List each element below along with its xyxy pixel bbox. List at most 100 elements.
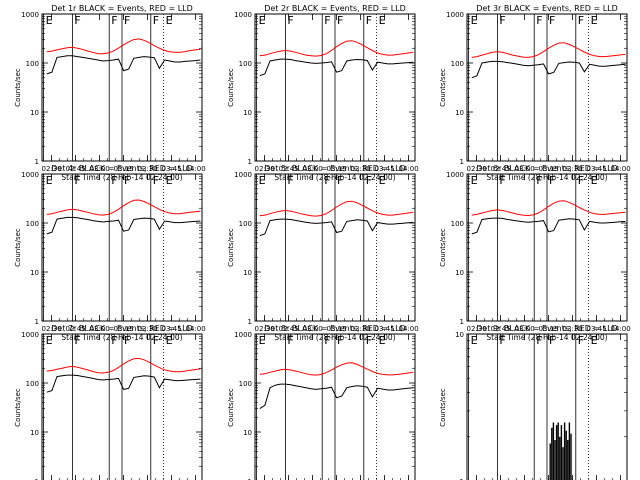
x-tick-label: 02:45 xyxy=(279,165,299,173)
marker-label: E xyxy=(591,334,598,347)
y-axis-label: Counts/sec xyxy=(227,228,235,267)
y-tick-label: 1 xyxy=(248,478,252,480)
y-axis-label: Counts/sec xyxy=(439,68,447,107)
x-tick-label: 04:00 xyxy=(399,165,419,173)
panel-title: Det 1r BLACK = Events, RED = LLD xyxy=(51,4,193,13)
x-tick-label: 02:30 xyxy=(467,325,487,333)
series-line xyxy=(259,200,414,217)
marker-label: F xyxy=(337,174,343,187)
marker-label: F xyxy=(111,174,117,187)
y-tick-label: 1000 xyxy=(234,171,252,179)
y-tick-label: 1 xyxy=(35,478,39,480)
x-tick-label: 02:30 xyxy=(42,325,62,333)
x-tick-label: 03:15 xyxy=(114,325,134,333)
marker-label: F xyxy=(578,334,584,347)
plot-frame xyxy=(254,13,416,162)
marker-label: E xyxy=(46,174,53,187)
y-tick-label: 100 xyxy=(239,380,252,388)
marker-label: E xyxy=(46,14,53,27)
y-axis-label: Counts/sec xyxy=(14,388,22,427)
series-line xyxy=(471,200,626,217)
plot-frame xyxy=(466,333,628,480)
marker-label: E xyxy=(591,14,598,27)
marker-label: F xyxy=(578,174,584,187)
marker-label: E xyxy=(471,14,478,27)
y-tick-label: 10 xyxy=(455,331,464,339)
series-line xyxy=(471,42,626,58)
panel-det-8: Det 8r BLACK = Events, RED = LLDEFFFFE11… xyxy=(227,324,416,480)
marker-label: E xyxy=(46,334,53,347)
y-axis-label: Counts/sec xyxy=(439,388,447,427)
x-tick-label: 04:00 xyxy=(399,325,419,333)
y-tick-label: 10 xyxy=(243,269,252,277)
x-tick-label: 03:45 xyxy=(375,325,395,333)
marker-label: F xyxy=(549,174,555,187)
x-tick-label: 03:45 xyxy=(587,325,607,333)
x-tick-label: 03:30 xyxy=(563,165,583,173)
plot-frame xyxy=(254,333,416,480)
marker-label: F xyxy=(499,334,505,347)
marker-label: F xyxy=(153,14,159,27)
marker-label: E xyxy=(259,174,266,187)
y-tick-label: 100 xyxy=(26,380,39,388)
marker-label: F xyxy=(153,334,159,347)
series-line xyxy=(259,362,414,376)
marker-label: F xyxy=(578,14,584,27)
marker-label: E xyxy=(471,174,478,187)
panel-title: Det 9r BLACK = Events, RED = LLD xyxy=(476,324,618,333)
panel-title: Det 4r BLACK = Events, RED = LLD xyxy=(51,164,193,173)
y-tick-label: 100 xyxy=(26,60,39,68)
marker-label: E xyxy=(379,174,386,187)
x-tick-label: 03:00 xyxy=(90,325,110,333)
marker-label: E xyxy=(259,334,266,347)
x-tick-label: 02:45 xyxy=(279,325,299,333)
y-tick-label: 100 xyxy=(451,220,464,228)
y-tick-label: 1000 xyxy=(21,11,39,19)
plot-frame xyxy=(41,333,203,480)
marker-label: F xyxy=(337,14,343,27)
x-tick-label: 02:45 xyxy=(66,165,86,173)
x-tick-label: 03:45 xyxy=(587,165,607,173)
x-tick-label: 03:00 xyxy=(90,165,110,173)
plot-frame xyxy=(466,13,628,162)
x-tick-label: 04:00 xyxy=(611,325,631,333)
marker-label: E xyxy=(591,174,598,187)
x-tick-label: 03:15 xyxy=(327,165,347,173)
y-axis-label: Counts/sec xyxy=(14,68,22,107)
series-line xyxy=(46,199,201,216)
series-line xyxy=(46,216,201,235)
y-axis-label: Counts/sec xyxy=(439,228,447,267)
x-tick-label: 02:30 xyxy=(467,165,487,173)
panel-title: Det 8r BLACK = Events, RED = LLD xyxy=(264,324,406,333)
y-tick-label: 1000 xyxy=(21,171,39,179)
panel-det-7: Det 7r BLACK = Events, RED = LLDEFFFFE11… xyxy=(14,324,203,480)
y-axis-label: Counts/sec xyxy=(14,228,22,267)
x-tick-label: 03:15 xyxy=(327,325,347,333)
y-tick-label: 10 xyxy=(30,429,39,437)
y-tick-label: 10 xyxy=(455,269,464,277)
y-tick-label: 1 xyxy=(35,318,39,326)
marker-label: F xyxy=(111,14,117,27)
marker-label: F xyxy=(366,14,372,27)
x-tick-label: 03:00 xyxy=(515,165,535,173)
x-tick-label: 04:00 xyxy=(611,165,631,173)
marker-label: F xyxy=(124,334,130,347)
x-tick-label: 03:30 xyxy=(351,165,371,173)
marker-label: F xyxy=(324,174,330,187)
marker-label: F xyxy=(499,14,505,27)
marker-label: F xyxy=(536,334,542,347)
marker-label: E xyxy=(379,334,386,347)
marker-label: F xyxy=(74,334,80,347)
y-tick-label: 1000 xyxy=(446,171,464,179)
marker-label: F xyxy=(124,174,130,187)
marker-label: E xyxy=(471,334,478,347)
panel-title: Det 2r BLACK = Events, RED = LLD xyxy=(264,4,406,13)
x-tick-label: 03:00 xyxy=(303,165,323,173)
series-line xyxy=(259,40,414,57)
marker-label: F xyxy=(287,334,293,347)
marker-label: F xyxy=(74,174,80,187)
